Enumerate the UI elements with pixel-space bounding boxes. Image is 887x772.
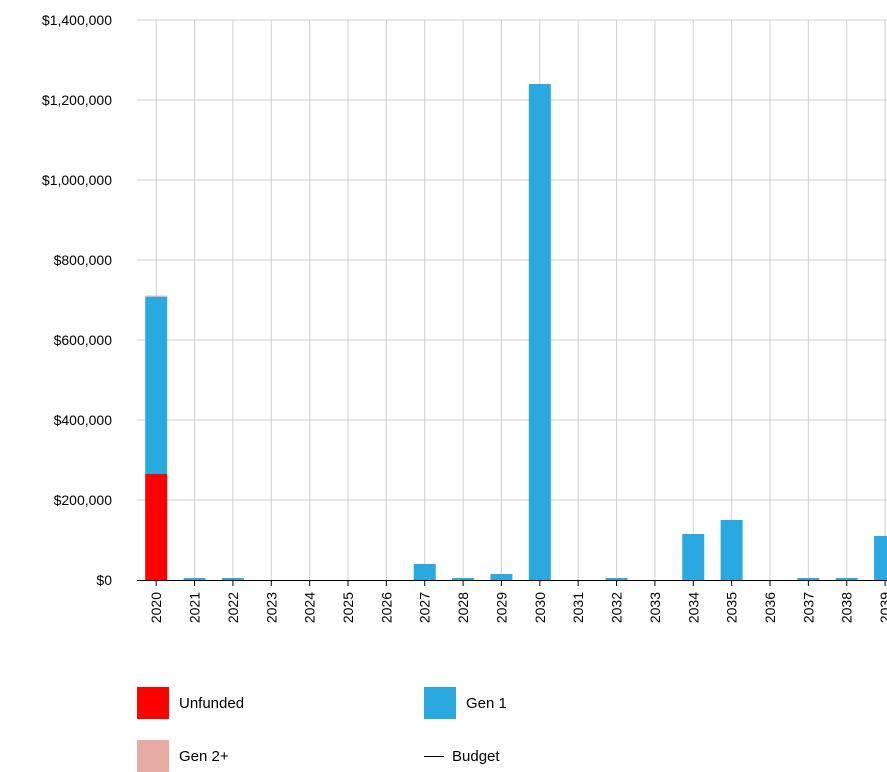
bar-gen-2--2020: [145, 295, 168, 297]
bar-gen-1-2035: [720, 520, 743, 580]
bar-gen-1-2030: [528, 84, 551, 580]
bar-gen-1-2037: [797, 578, 820, 580]
x-tick-label: 2030: [532, 592, 548, 623]
x-tick-label: 2024: [302, 592, 318, 623]
x-tick-label: 2028: [455, 592, 471, 623]
legend-label-budget: Budget: [452, 748, 500, 765]
bar-gen-1-2029: [490, 574, 513, 580]
x-tick-label: 2034: [685, 592, 701, 623]
legend-label-unfunded: Unfunded: [179, 694, 245, 712]
bar-gen-1-2034: [682, 534, 705, 580]
x-tick-label: 2036: [762, 592, 778, 623]
x-tick-label: 2027: [417, 592, 433, 623]
legend-item-gen1[interactable]: Gen 1: [424, 687, 507, 719]
x-tick-label: 2039: [877, 592, 887, 623]
x-tick-label: 2037: [800, 592, 816, 623]
y-tick-label: $0: [96, 572, 112, 588]
y-tick-label: $800,000: [54, 252, 113, 268]
bar-gen-1-2039: [874, 536, 887, 580]
x-tick-label: 2038: [839, 592, 855, 623]
legend-swatch-gen1: [424, 687, 456, 719]
bar-gen-1-2020: [145, 296, 168, 474]
legend-item-unfunded[interactable]: Unfunded: [137, 687, 244, 719]
bars: [145, 84, 887, 580]
legend-swatch-unfunded: [137, 687, 169, 719]
x-tick-label: 2023: [263, 592, 279, 623]
axes: [137, 580, 887, 586]
y-tick-labels: $0 $200,000 $400,000 $600,000 $800,000 $1,000…: [42, 12, 112, 588]
x-tick-label: 2020: [148, 592, 164, 623]
legend-swatch-budget: [424, 756, 444, 757]
x-tick-label: 2032: [609, 592, 625, 623]
bar-gen-1-2022: [221, 578, 244, 580]
x-tick-labels: 2020 2021 2022 2023 2024 2025 2026 2027 2028 2029…: [148, 592, 887, 623]
x-tick-label: 2033: [647, 592, 663, 623]
x-tick-label: 2022: [225, 592, 241, 623]
y-tick-label: $1,400,000: [42, 12, 112, 28]
x-tick-label: 2031: [570, 592, 586, 623]
bar-unfunded-2020: [145, 474, 168, 580]
bar-gen-1-2027: [413, 564, 436, 580]
x-tick-label: 2025: [340, 592, 356, 623]
x-tick-label: 2029: [493, 592, 509, 623]
bar-gen-1-2038: [835, 578, 858, 580]
y-tick-label: $1,000,000: [42, 172, 112, 188]
legend-label-gen1: Gen 1: [466, 694, 507, 712]
bar-gen-1-2021: [183, 578, 206, 580]
bar-gen-1-2028: [452, 578, 475, 580]
legend-item-budget[interactable]: Budget: [424, 748, 500, 765]
y-tick-label: $200,000: [54, 492, 113, 508]
bar-gen-1-2032: [605, 578, 628, 580]
x-tick-label: 2035: [724, 592, 740, 623]
y-tick-label: $600,000: [54, 332, 113, 348]
legend-item-gen2[interactable]: Gen 2+: [137, 740, 229, 772]
y-tick-label: $400,000: [54, 412, 113, 428]
legend-label-gen2: Gen 2+: [179, 747, 229, 765]
y-tick-label: $1,200,000: [42, 92, 112, 108]
x-tick-label: 2026: [378, 592, 394, 623]
x-tick-label: 2021: [187, 592, 203, 623]
grid-lines: [137, 19, 887, 580]
legend-swatch-gen2: [137, 740, 169, 772]
